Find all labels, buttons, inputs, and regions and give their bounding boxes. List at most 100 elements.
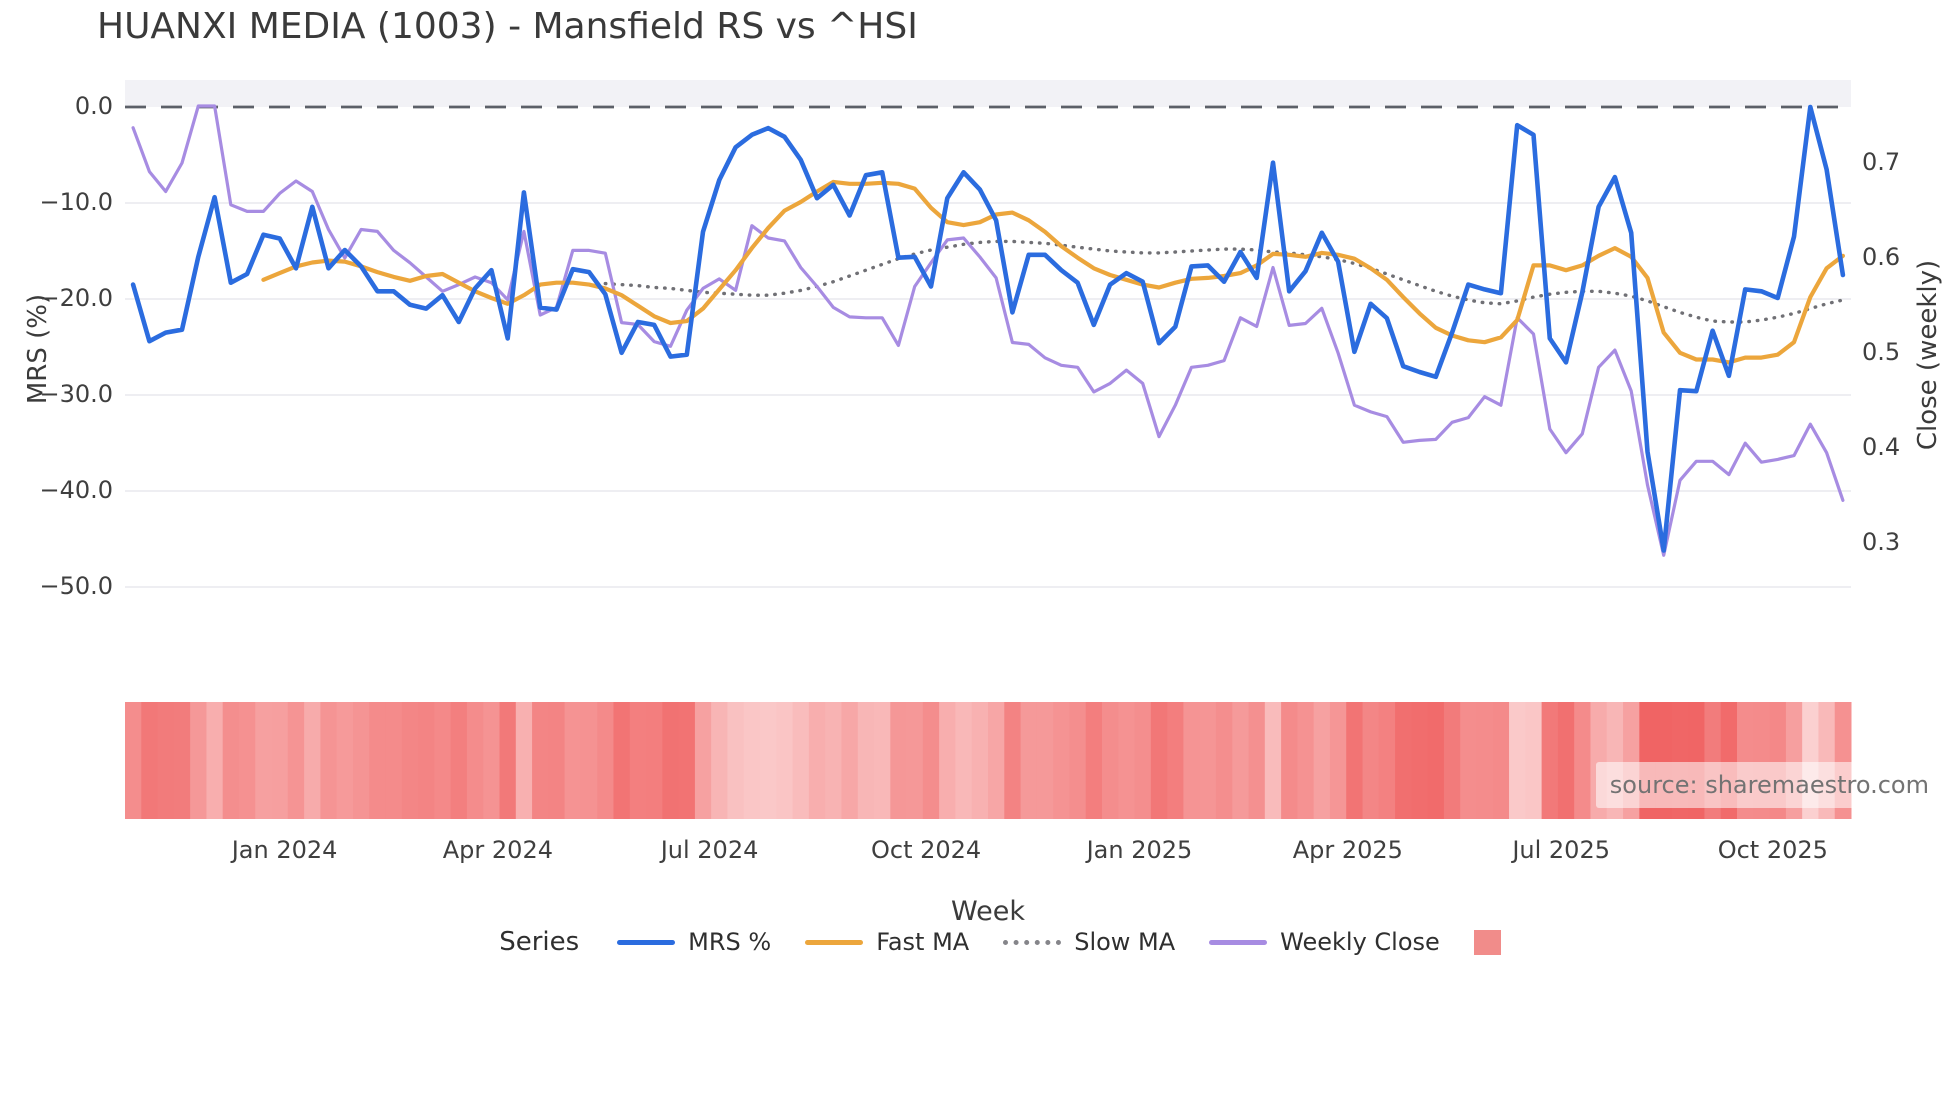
y-tick-left: −10.0 [39,188,113,216]
y-tick-left: 0.0 [74,92,113,120]
heat-strip-cell [1378,702,1396,819]
heat-strip-cell [1313,702,1331,819]
heat-strip-cell [532,702,549,819]
legend-label: MRS % [688,928,772,956]
heat-strip-cell [434,702,452,819]
legend-label: Fast MA [876,928,970,956]
y-tick-left: −40.0 [39,476,113,504]
legend-item-slow-ma: Slow MA [1003,928,1175,956]
y-tick-right: 0.5 [1862,338,1901,366]
heat-strip-cell [515,702,533,819]
heat-strip-cell [694,702,712,819]
heat-strip-cell [548,702,566,819]
mrs--swatch-icon [617,939,676,945]
heat-strip-cell [1541,702,1559,819]
weekly-close-swatch-icon [1209,939,1268,945]
legend-item-fast-ma: Fast MA [805,928,969,956]
heat-strip-cell [955,702,973,819]
heat-strip-cell [320,702,338,819]
y-tick-right: 0.3 [1862,528,1901,556]
heat-strip-cell [906,702,924,819]
x-tick: Oct 2024 [871,836,982,864]
heat-strip-cell [922,702,940,819]
heat-strip-cell [1101,702,1119,819]
heat-strip-cell [1150,702,1168,819]
heat-strip-cell [336,702,354,819]
heat-strip-cell [678,702,696,819]
heat-strip-cell [662,702,680,819]
heat-strip-cell [874,702,891,819]
heat-strip-cell [760,702,777,819]
x-tick: Apr 2025 [1292,836,1403,864]
legend-title: Series [499,927,580,957]
heat-strip-cell [1411,702,1429,819]
heat-strip-cell [1346,702,1364,819]
heat-strip-cell [1362,702,1380,819]
heat-strip-cell [190,702,207,819]
heat-strip-cell [1557,702,1575,819]
y-tick-left: −30.0 [39,380,113,408]
heat-strip-cell [173,702,191,819]
heat-strip-cell [222,702,240,819]
heat-strip-cell [1395,702,1412,819]
legend-item-weekly-close: Weekly Close [1209,928,1440,956]
heat-strip-cell [1476,702,1494,819]
heat-strip-cell [1443,702,1461,819]
heat-strip-cell [1329,702,1347,819]
heat-strip-cell [1167,702,1184,819]
heat-strip-cell [401,702,419,819]
heat-strip-cell [1020,702,1038,819]
heat-strip-cell [1509,702,1526,819]
above-zero-band [125,80,1851,107]
x-tick: Jul 2024 [660,836,759,864]
heat-strip-cell [369,702,387,819]
heat-strip-cell [1460,702,1477,819]
heat-strip-cell [255,702,273,819]
heat-strip-cell [1053,702,1070,819]
x-tick: Jul 2025 [1512,836,1610,864]
heat-strip-cell [727,702,745,819]
heat-strip-cell [157,702,175,819]
legend-label: Weekly Close [1280,928,1440,956]
heat-strip-cell [629,702,647,819]
heat-strip-cell [1199,702,1217,819]
heat-strip-cell [564,702,582,819]
heat-strip-cell [271,702,289,819]
heat-strip-cell [646,702,663,819]
slow-ma-swatch-icon [1003,939,1062,945]
heat-patch-swatch-icon [1473,929,1501,955]
weekly-close-line [131,104,1845,557]
heat-strip-cell [1069,702,1087,819]
x-tick: Jan 2025 [1086,836,1193,864]
legend-label: Slow MA [1074,928,1176,956]
heat-strip-cell [711,702,728,819]
legend-item-heat-patch [1473,929,1501,955]
heat-strip-cell [1264,702,1282,819]
heat-strip-cell [1118,702,1136,819]
heat-strip-cell [857,702,875,819]
heat-strip-cell [825,702,842,819]
heat-strip-cell [287,702,305,819]
x-tick: Apr 2024 [442,836,553,864]
heat-strip-cell [466,702,484,819]
heat-strip-cell [238,702,256,819]
heat-strip-cell [1248,702,1266,819]
heat-strip-cell [1574,702,1591,819]
heat-strip-cell [597,702,614,819]
heat-strip-cell [352,702,370,819]
heat-strip-cell [1004,702,1022,819]
heat-strip-cell [613,702,631,819]
heat-strip-cell [450,702,468,819]
heat-strip-cell [483,702,501,819]
heat-strip-cell [1427,702,1445,819]
y-tick-right: 0.6 [1862,243,1901,271]
heat-strip-cell [206,702,224,819]
heat-strip-cell [841,702,859,819]
heat-strip-cell [939,702,956,819]
heat-strip-cell [1525,702,1543,819]
legend-item-mrs-: MRS % [617,928,771,956]
heat-strip-cell [1183,702,1201,819]
x-tick: Oct 2025 [1717,836,1828,864]
heat-strip-cell [580,702,598,819]
heat-strip-cell [1281,702,1298,819]
